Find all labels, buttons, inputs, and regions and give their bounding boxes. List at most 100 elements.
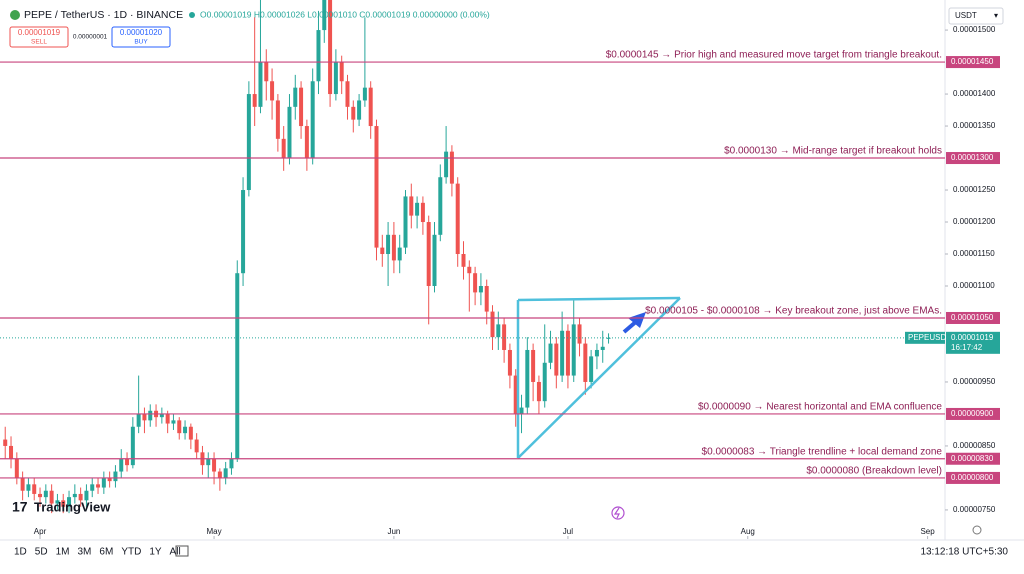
candle-body bbox=[438, 177, 443, 235]
date-range-icon[interactable] bbox=[175, 545, 189, 557]
candle-body bbox=[43, 490, 48, 498]
y-tick-label: 0.00001400 bbox=[953, 89, 996, 98]
candle-body bbox=[548, 343, 553, 363]
sell-price: 0.00001019 bbox=[18, 28, 61, 37]
candle-body bbox=[78, 493, 83, 501]
range-button[interactable]: 1D bbox=[14, 547, 27, 558]
candle-body bbox=[554, 343, 559, 376]
candle-body bbox=[223, 468, 228, 478]
candle-body bbox=[403, 196, 408, 248]
candle-body bbox=[264, 62, 269, 82]
candle-body bbox=[177, 420, 182, 434]
candle-body bbox=[467, 266, 472, 274]
candle-body bbox=[188, 426, 193, 440]
candle-body bbox=[496, 324, 501, 338]
candle-body bbox=[583, 343, 588, 382]
y-tick-label: 0.00001150 bbox=[953, 249, 995, 258]
candle-body bbox=[374, 126, 379, 248]
candle-body bbox=[159, 413, 164, 418]
level-tag-label: 0.00001300 bbox=[951, 153, 994, 162]
candle-body bbox=[136, 413, 141, 427]
y-tick-label: 0.00000750 bbox=[953, 505, 996, 514]
candle-body bbox=[444, 151, 449, 178]
level-tag bbox=[946, 152, 1000, 165]
candle-body bbox=[281, 138, 286, 159]
candle-body bbox=[542, 362, 547, 402]
candle-body bbox=[333, 62, 338, 95]
candle-body bbox=[589, 356, 594, 382]
candle-body bbox=[502, 324, 507, 350]
candle-body bbox=[32, 484, 37, 494]
candle-body bbox=[206, 458, 211, 466]
candle-body bbox=[252, 94, 257, 107]
symbol-tag bbox=[905, 331, 945, 344]
candle-body bbox=[90, 484, 95, 491]
range-button[interactable]: All bbox=[170, 547, 181, 558]
candle-body bbox=[380, 247, 385, 255]
candle-body bbox=[49, 490, 54, 504]
candle-body bbox=[391, 234, 396, 261]
x-tick-label: Jun bbox=[387, 527, 400, 536]
candle-body bbox=[339, 62, 344, 82]
candle-body bbox=[14, 458, 19, 478]
clock: 13:12:18 UTC+5:30 bbox=[920, 547, 1008, 558]
candle-body bbox=[606, 337, 611, 339]
range-button[interactable]: 1M bbox=[56, 547, 70, 558]
candle-body bbox=[287, 106, 292, 159]
candle-body bbox=[571, 324, 576, 376]
range-button[interactable]: 1Y bbox=[149, 547, 162, 558]
candle-body bbox=[130, 426, 135, 466]
candle-body bbox=[432, 234, 437, 286]
settings-icon[interactable] bbox=[972, 525, 982, 535]
range-button[interactable]: 5D bbox=[35, 547, 48, 558]
buy-label: BUY bbox=[134, 39, 148, 46]
x-tick-label: Sep bbox=[920, 527, 935, 536]
range-button[interactable]: YTD bbox=[121, 547, 141, 558]
candle-body bbox=[148, 410, 153, 421]
currency-label: USDT bbox=[955, 11, 977, 20]
candle-body bbox=[142, 413, 147, 421]
candle-body bbox=[362, 87, 367, 101]
level-note: $0.0000080 (Breakdown level) bbox=[806, 466, 942, 477]
price-axis: 0.00001500 0.00001400 0.00001350 0.00001250… bbox=[945, 25, 996, 514]
candle-body bbox=[107, 477, 112, 482]
currency-selector[interactable] bbox=[948, 7, 1004, 25]
candle-body bbox=[96, 484, 101, 488]
candle-body bbox=[473, 273, 478, 293]
candle-body bbox=[9, 445, 14, 459]
buy-button[interactable] bbox=[111, 26, 171, 48]
triangle-top bbox=[517, 296, 681, 302]
arrow-head bbox=[628, 312, 646, 328]
level-tag-label: 0.00000830 bbox=[951, 454, 994, 463]
candle-body bbox=[38, 493, 43, 498]
candle-body bbox=[217, 471, 222, 478]
candle-body bbox=[304, 126, 309, 159]
level-tag-label: 0.00000900 bbox=[951, 409, 994, 418]
candle-body bbox=[357, 100, 362, 120]
candle-body bbox=[67, 497, 72, 507]
sell-button[interactable] bbox=[9, 26, 69, 48]
candle-body bbox=[519, 407, 524, 414]
y-tick-label: 0.00001200 bbox=[953, 217, 996, 226]
candle-body bbox=[536, 381, 541, 402]
candle-body bbox=[328, 0, 333, 95]
spread: 0.00000001 bbox=[73, 34, 108, 41]
candle-body bbox=[490, 311, 495, 338]
candle-body bbox=[125, 458, 130, 466]
market-status bbox=[189, 12, 195, 18]
candle-body bbox=[513, 375, 518, 414]
candle-body bbox=[270, 81, 275, 101]
last-price-label: 0.00001019 bbox=[951, 333, 994, 342]
candle-body bbox=[194, 439, 199, 453]
candle-body bbox=[72, 493, 77, 498]
candle-body bbox=[299, 87, 304, 127]
triangle-drawing bbox=[516, 296, 681, 459]
candle-body bbox=[246, 94, 251, 191]
range-button[interactable]: 6M bbox=[99, 547, 113, 558]
logo-text: TradingView bbox=[34, 499, 111, 514]
range-button[interactable]: 3M bbox=[78, 547, 92, 558]
candle-body bbox=[171, 420, 176, 424]
event-icon[interactable] bbox=[611, 506, 625, 520]
candle-body bbox=[461, 254, 466, 267]
candle-body bbox=[235, 273, 240, 459]
